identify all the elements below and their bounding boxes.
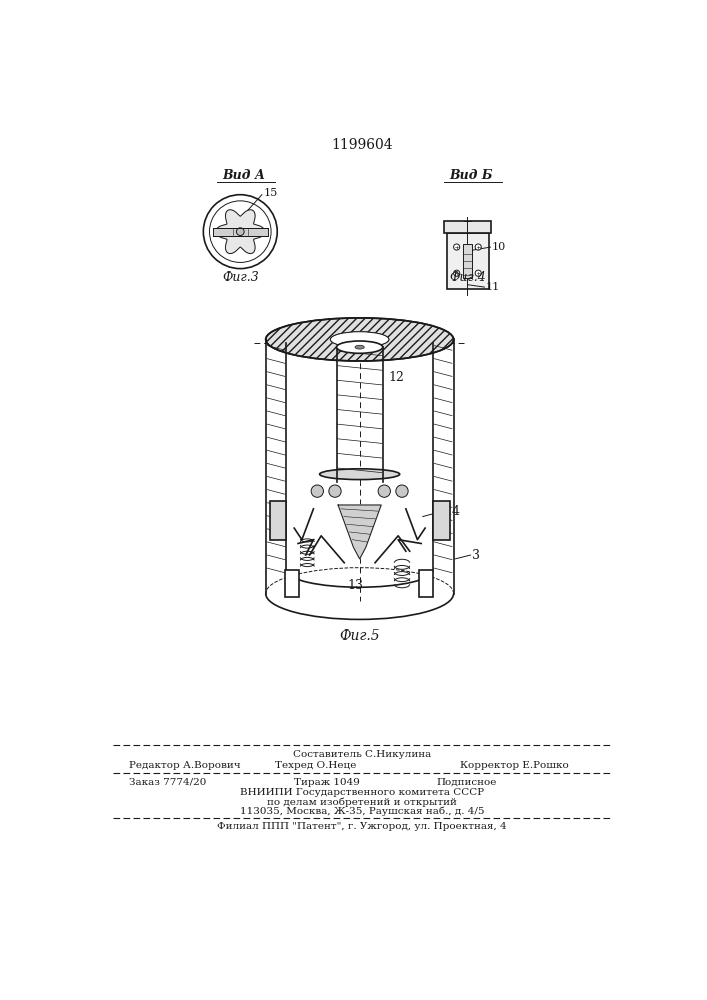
Polygon shape <box>216 210 265 254</box>
Text: Вид Б: Вид Б <box>450 169 493 182</box>
Text: Тираж 1049: Тираж 1049 <box>294 778 360 787</box>
Circle shape <box>396 485 408 497</box>
Text: Фиг.4: Фиг.4 <box>449 271 486 284</box>
Bar <box>269 501 286 540</box>
Text: 13: 13 <box>348 579 364 592</box>
Text: Редактор А.Ворович: Редактор А.Ворович <box>129 761 240 770</box>
Polygon shape <box>338 505 381 559</box>
Ellipse shape <box>330 332 389 347</box>
Text: 1199604: 1199604 <box>331 138 393 152</box>
Text: Фиг.3: Фиг.3 <box>222 271 259 284</box>
Circle shape <box>329 485 341 497</box>
Text: 14: 14 <box>444 505 460 518</box>
Ellipse shape <box>266 318 454 361</box>
Text: 12: 12 <box>389 371 405 384</box>
Text: 11: 11 <box>486 282 500 292</box>
Text: Корректор Е.Рошко: Корректор Е.Рошко <box>460 761 568 770</box>
Ellipse shape <box>330 332 389 347</box>
Text: Составитель С.Никулина: Составитель С.Никулина <box>293 750 431 759</box>
Circle shape <box>475 270 481 276</box>
Text: Техред О.Неце: Техред О.Неце <box>275 761 356 770</box>
Circle shape <box>454 244 460 250</box>
Text: Заказ 7774/20: Заказ 7774/20 <box>129 778 206 787</box>
Bar <box>419 570 433 597</box>
Circle shape <box>378 485 390 497</box>
Circle shape <box>454 270 460 276</box>
Text: Фиг.5: Фиг.5 <box>339 629 380 643</box>
Circle shape <box>311 485 324 497</box>
Bar <box>285 570 299 597</box>
Bar <box>463 244 472 278</box>
Text: 113035, Москва, Ж-35, Раушская наб., д. 4/5: 113035, Москва, Ж-35, Раушская наб., д. … <box>240 807 484 816</box>
Circle shape <box>475 244 481 250</box>
Text: Подписное: Подписное <box>437 778 497 787</box>
Text: Филиал ППП "Патент", г. Ужгород, ул. Проектная, 4: Филиал ППП "Патент", г. Ужгород, ул. Про… <box>217 822 507 831</box>
Text: ВНИИПИ Государственного комитета СССР: ВНИИПИ Государственного комитета СССР <box>240 788 484 797</box>
Text: Вид А: Вид А <box>223 169 266 182</box>
Circle shape <box>236 228 244 235</box>
Bar <box>213 228 268 235</box>
Ellipse shape <box>320 469 399 480</box>
Bar <box>433 501 450 540</box>
Text: 3: 3 <box>472 549 480 562</box>
Text: 10: 10 <box>492 242 506 252</box>
Bar <box>447 233 489 289</box>
Text: по делам изобретений и открытий: по делам изобретений и открытий <box>267 798 457 807</box>
Ellipse shape <box>355 345 364 349</box>
Ellipse shape <box>337 341 382 353</box>
Bar <box>443 221 491 233</box>
Text: 15: 15 <box>264 188 278 198</box>
